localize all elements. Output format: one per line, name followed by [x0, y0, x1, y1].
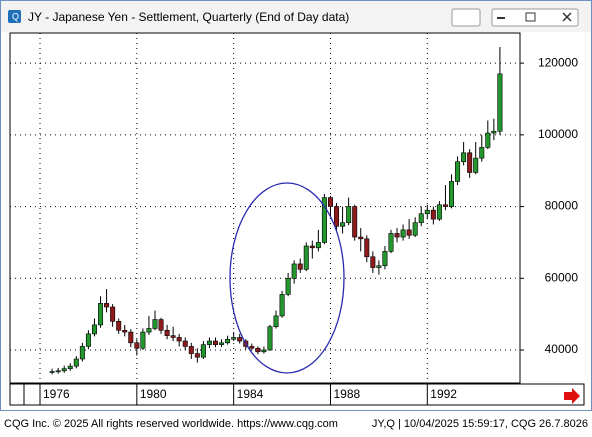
candle-body — [182, 340, 188, 347]
x-axis-strip — [9, 383, 585, 406]
candle-body — [364, 238, 370, 258]
candle-body — [485, 132, 491, 148]
candle-body — [164, 329, 170, 336]
candle-body — [473, 157, 479, 173]
candle-body — [122, 329, 128, 333]
candle-body — [61, 368, 67, 372]
candle-body — [382, 251, 388, 267]
candle-body — [194, 353, 200, 358]
y-tick-label: 120000 — [538, 55, 578, 69]
candle-body — [497, 73, 503, 132]
app-icon — [8, 10, 21, 23]
highlight-ellipse — [229, 182, 345, 374]
plot-area — [9, 32, 521, 384]
candle-body — [213, 340, 219, 345]
candle-body — [176, 337, 182, 342]
x-tick-label: 1976 — [43, 387, 70, 401]
x-tick-label: 1992 — [430, 387, 457, 401]
x-tick-label: 1984 — [237, 387, 264, 401]
candle-body — [436, 204, 442, 220]
candle-body — [206, 340, 212, 345]
candle-body — [291, 263, 297, 279]
candle-body — [152, 319, 158, 329]
candle-body — [467, 152, 473, 173]
y-tick-label: 100000 — [538, 127, 578, 141]
candle-body — [297, 263, 303, 270]
status: JY,Q | 10/04/2025 15:59:17, CQG 26.7.802… — [372, 418, 588, 430]
candle-body — [116, 321, 122, 331]
candle-body — [219, 342, 225, 345]
candle-body — [321, 197, 327, 243]
candle-body — [237, 337, 243, 342]
candle-body — [225, 338, 231, 344]
copyright: CQG Inc. © 2025 All rights reserved worl… — [4, 418, 338, 430]
candle-body — [334, 206, 340, 227]
candle-body — [340, 222, 346, 227]
candle-body — [55, 370, 61, 373]
candle-body — [231, 337, 237, 340]
candle-body — [110, 306, 116, 322]
y-tick-label: 40000 — [545, 342, 579, 356]
candle-body — [309, 245, 315, 249]
candle-body — [327, 197, 333, 207]
y-tick-label: 80000 — [545, 199, 579, 213]
candle-body — [455, 161, 461, 182]
candle-body — [134, 342, 140, 349]
candle-body — [388, 233, 394, 252]
candle-body — [424, 209, 430, 215]
candle-body — [479, 147, 485, 159]
candle-body — [273, 315, 279, 327]
candle-body — [267, 326, 273, 351]
candle-body — [85, 333, 91, 347]
link-button[interactable] — [451, 8, 481, 27]
y-tick-label: 60000 — [545, 270, 579, 284]
candle-body — [315, 242, 321, 249]
candle-body — [461, 152, 467, 163]
window-title: JY - Japanese Yen - Settlement, Quarterl… — [28, 10, 349, 24]
candle-body — [249, 346, 255, 349]
candle-body — [73, 358, 79, 367]
candle-body — [491, 130, 497, 134]
candle-body — [406, 229, 412, 236]
candle-body — [255, 347, 261, 353]
scroll-arrow[interactable] — [564, 388, 580, 404]
icon-glyph: Q — [12, 11, 19, 21]
close-button[interactable] — [562, 12, 572, 22]
candle-body — [49, 371, 55, 373]
candle-body — [285, 277, 291, 295]
candle-body — [358, 236, 364, 240]
candle-body — [346, 206, 352, 224]
candle-body — [448, 181, 454, 207]
candle-body — [394, 233, 400, 238]
candle-body — [98, 303, 104, 326]
maximize-button[interactable] — [525, 12, 536, 22]
candle-body — [303, 245, 309, 270]
candle-body — [146, 328, 152, 333]
candle-body — [261, 349, 267, 353]
candle-body — [400, 229, 406, 238]
candle-body — [200, 344, 206, 358]
candle-body — [430, 209, 436, 220]
scroll-box[interactable] — [9, 383, 25, 406]
candle-body — [170, 335, 176, 338]
x-tick-label: 1988 — [333, 387, 360, 401]
candle-body — [418, 213, 424, 224]
candle-body — [370, 256, 376, 268]
candle-body — [104, 303, 110, 308]
candle-body — [158, 319, 164, 331]
candle-body — [376, 265, 382, 268]
candle-body — [91, 324, 97, 335]
candle-body — [188, 346, 194, 354]
candle-body — [442, 204, 448, 207]
x-tick-label: 1980 — [140, 387, 167, 401]
candle-body — [412, 222, 418, 236]
candle-body — [67, 365, 73, 369]
candle-body — [79, 346, 85, 360]
candle-body — [128, 331, 134, 344]
candle-body — [352, 206, 358, 238]
candle-body — [140, 331, 146, 349]
candle-body — [279, 294, 285, 317]
